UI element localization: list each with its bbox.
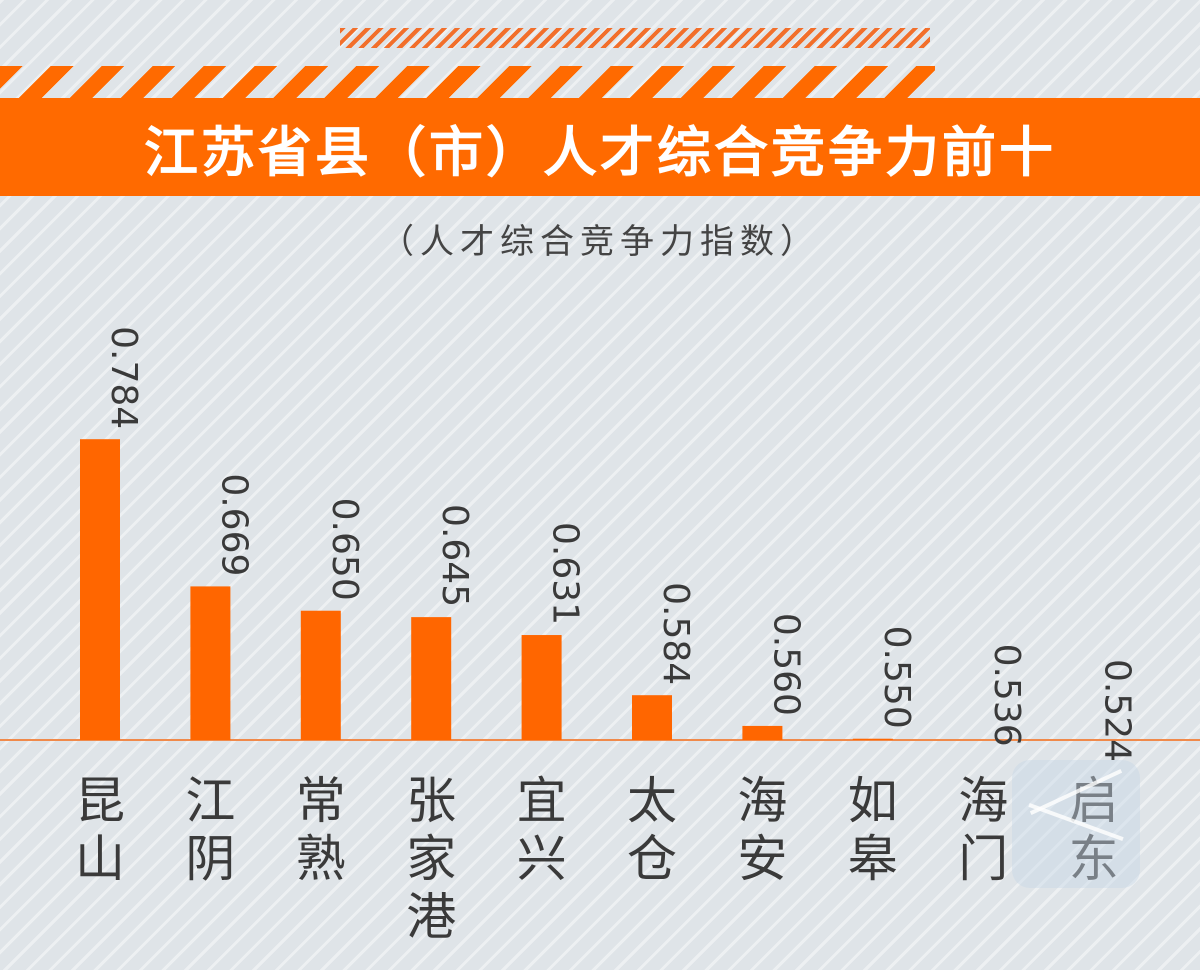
data-label-9: 0.536 (986, 644, 1027, 747)
bar-5 (521, 635, 562, 740)
category-label-9: 海门 (958, 772, 1008, 888)
title-banner: 江苏省县（市）人才综合竞争力前十 (0, 98, 1200, 196)
category-label-1: 昆山 (75, 772, 125, 888)
data-label-5: 0.631 (545, 522, 586, 625)
data-label-6: 0.584 (655, 582, 696, 685)
data-label-2: 0.669 (213, 473, 254, 576)
bar-6 (632, 695, 672, 740)
bar-3 (300, 610, 341, 740)
data-label-1: 0.784 (103, 326, 144, 429)
bar-8 (852, 738, 893, 740)
category-label-6: 太仓 (627, 772, 677, 888)
decorative-stripe-top (340, 28, 930, 48)
decorative-stripe-band (0, 66, 935, 98)
data-label-7: 0.560 (765, 613, 806, 716)
category-label-7: 海安 (737, 772, 787, 888)
chart-title: 江苏省县（市）人才综合竞争力前十 (144, 120, 1056, 184)
watermark-logo-icon (1012, 760, 1140, 888)
category-label-4: 张家港 (406, 772, 456, 946)
data-label-4: 0.645 (434, 504, 475, 607)
category-label-3: 常熟 (296, 772, 346, 888)
chart-subtitle: （人才综合竞争力指数） (380, 222, 820, 262)
category-label-2: 江阴 (185, 772, 235, 888)
category-label-8: 如皋 (848, 772, 898, 888)
bar-7 (742, 725, 783, 740)
data-label-10: 0.524 (1097, 659, 1138, 762)
bar-1 (80, 439, 120, 740)
data-label-8: 0.550 (876, 626, 917, 729)
bar-2 (190, 586, 231, 740)
data-label-3: 0.650 (324, 498, 365, 601)
category-label-5: 宜兴 (517, 772, 567, 888)
bar-4 (411, 617, 452, 740)
